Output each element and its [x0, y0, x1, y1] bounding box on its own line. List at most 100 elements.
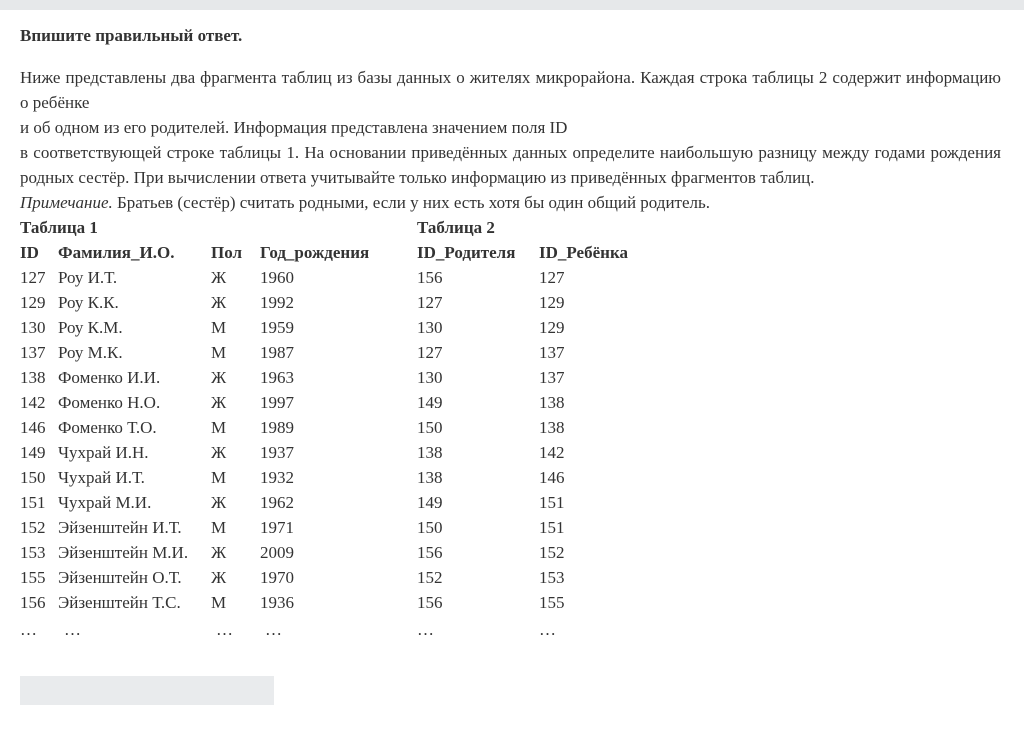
- table-cell: 149: [417, 393, 443, 412]
- table-cell: …: [417, 620, 434, 639]
- table-cell: 156: [417, 593, 443, 612]
- table-cell: 127: [417, 293, 443, 312]
- column-header: Пол: [211, 243, 243, 262]
- table-cell: 130: [417, 368, 443, 387]
- table-cell: 156: [417, 543, 443, 562]
- table-cell: 1937: [260, 443, 294, 462]
- table-cell: 137: [539, 368, 565, 387]
- table-cell: 156: [20, 593, 46, 612]
- table-cell: 1960: [260, 268, 294, 287]
- table-cell: 129: [539, 318, 565, 337]
- table-cell: Фоменко И.И.: [58, 368, 161, 387]
- paragraph: в соответствующей строке таблицы 1. На о…: [20, 143, 1001, 187]
- table-cell: Эйзенштейн Т.С.: [58, 593, 181, 612]
- table-cell: М: [211, 343, 227, 362]
- table-cell: 1932: [260, 468, 294, 487]
- table-cell: 152: [539, 543, 565, 562]
- table-cell: М: [211, 468, 227, 487]
- table-cell: Роу К.К.: [58, 293, 119, 312]
- task-title: Впишите правильный ответ.: [20, 26, 243, 45]
- table-cell: 152: [417, 568, 443, 587]
- column-header: Фамилия_И.О.: [58, 243, 175, 262]
- table-cell: 150: [417, 418, 443, 437]
- table-cell: Ж: [211, 568, 227, 587]
- table-cell: Ж: [211, 493, 227, 512]
- table-cell: …: [265, 620, 282, 639]
- table-cell: 137: [539, 343, 565, 362]
- table-cell: Роу М.К.: [58, 343, 123, 362]
- table-cell: 146: [20, 418, 46, 437]
- paragraph: Ниже представлены два фрагмента таблиц и…: [20, 68, 1001, 112]
- table-cell: 138: [539, 393, 565, 412]
- table-cell: 1997: [260, 393, 294, 412]
- top-bar: [0, 0, 1024, 10]
- table-caption: Таблица 1: [20, 218, 98, 237]
- table-cell: 137: [20, 343, 46, 362]
- table-cell: Ж: [211, 268, 227, 287]
- table-cell: 151: [539, 493, 565, 512]
- table-cell: 130: [20, 318, 46, 337]
- table-cell: 138: [539, 418, 565, 437]
- table-cell: 152: [20, 518, 46, 537]
- table-cell: 153: [20, 543, 46, 562]
- note-label: Примечание.: [20, 193, 113, 212]
- table-cell: 130: [417, 318, 443, 337]
- table-cell: 142: [539, 443, 565, 462]
- table-cell: М: [211, 518, 227, 537]
- column-header: ID_Ребёнка: [539, 243, 628, 262]
- table-cell: …: [216, 620, 233, 639]
- table-cell: 155: [20, 568, 46, 587]
- table-cell: 149: [20, 443, 46, 462]
- table-cell: 142: [20, 393, 46, 412]
- table-cell: 1959: [260, 318, 294, 337]
- table-cell: …: [64, 620, 81, 639]
- note: Примечание. Братьев (сестёр) считать род…: [20, 190, 1001, 215]
- table-cell: 153: [539, 568, 565, 587]
- table-cell: 127: [417, 343, 443, 362]
- table-cell: 1963: [260, 368, 294, 387]
- table-cell: 149: [417, 493, 443, 512]
- table-cell: Фоменко Н.О.: [58, 393, 161, 412]
- table-cell: 156: [417, 268, 443, 287]
- table-cell: 151: [539, 518, 565, 537]
- column-header: ID: [20, 243, 39, 262]
- table-cell: Ж: [211, 393, 227, 412]
- table-cell: Эйзенштейн О.Т.: [58, 568, 182, 587]
- table-cell: 129: [20, 293, 46, 312]
- table-cell: 1987: [260, 343, 294, 362]
- table-cell: 129: [539, 293, 565, 312]
- table-cell: Роу К.М.: [58, 318, 123, 337]
- table-cell: 1936: [260, 593, 294, 612]
- table-cell: Чухрай И.Т.: [58, 468, 145, 487]
- table-cell: Фоменко Т.О.: [58, 418, 157, 437]
- table-cell: 127: [20, 268, 46, 287]
- table-cell: 150: [417, 518, 443, 537]
- table-cell: …: [539, 620, 556, 639]
- paragraph: и об одном из его родителей. Информация …: [20, 118, 568, 137]
- column-header: Год_рождения: [260, 243, 370, 262]
- table-cell: 1970: [260, 568, 294, 587]
- table-cell: Чухрай И.Н.: [58, 443, 149, 462]
- table-cell: 127: [539, 268, 565, 287]
- table-cell: Ж: [211, 368, 227, 387]
- table-cell: 151: [20, 493, 46, 512]
- table-cell: М: [211, 418, 227, 437]
- task-text: Ниже представлены два фрагмента таблиц и…: [20, 65, 1001, 215]
- table-cell: 2009: [260, 543, 294, 562]
- table-cell: …: [20, 620, 37, 639]
- table-cell: Эйзенштейн И.Т.: [58, 518, 182, 537]
- answer-input[interactable]: [20, 676, 274, 705]
- table-caption: Таблица 2: [417, 218, 495, 237]
- table-cell: Чухрай М.И.: [58, 493, 152, 512]
- table-cell: 1962: [260, 493, 294, 512]
- table-cell: 1992: [260, 293, 294, 312]
- note-text: Братьев (сестёр) считать родными, если у…: [117, 193, 711, 212]
- table-cell: 150: [20, 468, 46, 487]
- table-cell: Ж: [211, 543, 227, 562]
- table-cell: М: [211, 593, 227, 612]
- table-cell: М: [211, 318, 227, 337]
- table-cell: 1989: [260, 418, 294, 437]
- table-cell: 138: [417, 468, 443, 487]
- table-cell: Роу И.Т.: [58, 268, 118, 287]
